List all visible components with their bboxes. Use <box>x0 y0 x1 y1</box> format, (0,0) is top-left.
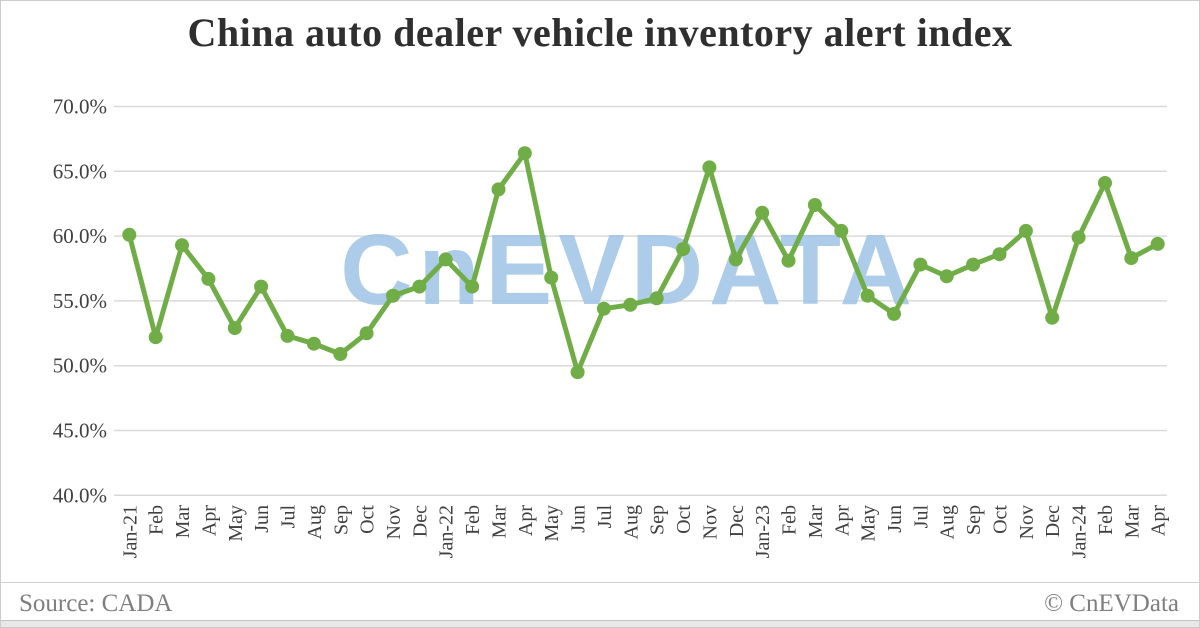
data-point <box>1071 230 1086 245</box>
data-point <box>359 326 374 341</box>
series-line <box>126 150 1161 375</box>
data-point <box>1098 176 1112 190</box>
y-tick-label: 65.0% <box>53 159 107 183</box>
data-point <box>227 321 242 336</box>
x-tick-label: Feb <box>462 505 484 535</box>
y-tick-label: 45.0% <box>53 419 107 443</box>
y-tick-label: 40.0% <box>53 483 107 507</box>
data-point <box>201 271 216 286</box>
data-point <box>122 227 137 242</box>
x-tick-label: Sep <box>963 505 985 535</box>
x-tick-label: Jul <box>910 505 932 529</box>
x-tick-label: Jan-24 <box>1069 505 1091 558</box>
data-point <box>412 279 427 294</box>
data-point <box>386 288 400 303</box>
y-tick-label: 50.0% <box>53 354 107 378</box>
data-point <box>807 198 822 212</box>
data-point <box>1124 251 1139 266</box>
data-point <box>702 160 717 175</box>
data-point <box>306 336 321 351</box>
data-point <box>623 297 638 312</box>
x-tick-label: Jul <box>278 505 300 529</box>
footer-divider <box>1 582 1199 583</box>
data-point <box>438 252 453 267</box>
source-label: Source: CADA <box>19 590 173 617</box>
x-tick-label: Mar <box>1121 505 1143 539</box>
x-tick-label: Oct <box>357 505 379 534</box>
data-point <box>1018 223 1033 238</box>
x-tick-label: Apr <box>831 505 853 536</box>
data-point <box>570 365 585 380</box>
data-point <box>887 306 901 321</box>
x-tick-label: Feb <box>779 505 801 535</box>
x-tick-label: Oct <box>673 505 695 534</box>
x-tick-label: Feb <box>146 505 168 535</box>
x-tick-label: Feb <box>1095 505 1117 535</box>
data-point <box>465 279 480 294</box>
data-point <box>280 328 295 343</box>
x-tick-label: Mar <box>172 505 194 539</box>
x-tick-label: Oct <box>990 505 1012 534</box>
data-point <box>860 288 875 303</box>
data-point <box>175 238 189 253</box>
x-tick-label: Jan-23 <box>752 505 774 558</box>
data-point <box>1150 236 1165 251</box>
bottom-bar <box>1 620 1199 627</box>
x-tick-label: Apr <box>515 505 537 536</box>
data-point <box>992 247 1007 262</box>
x-tick-label: Nov <box>383 505 405 539</box>
x-tick-label: Sep <box>647 505 669 535</box>
data-point <box>333 347 348 361</box>
copyright-label: © CnEVData <box>1044 590 1179 617</box>
x-tick-label: Apr <box>1148 505 1170 536</box>
data-point <box>676 242 691 257</box>
data-point <box>544 270 559 285</box>
data-point <box>491 182 506 197</box>
y-tick-label: 60.0% <box>53 224 107 248</box>
data-point <box>649 291 664 306</box>
data-point <box>966 257 981 272</box>
x-tick-label: Jul <box>594 505 616 529</box>
x-tick-label: Aug <box>620 505 642 539</box>
x-tick-label: May <box>541 505 563 542</box>
data-point <box>254 279 269 294</box>
x-tick-label: Jan-21 <box>119 505 141 558</box>
x-tick-label: Nov <box>699 505 721 539</box>
x-tick-label: May <box>858 505 880 542</box>
x-tick-label: May <box>225 505 247 542</box>
x-tick-label: Aug <box>304 505 326 539</box>
data-point <box>781 253 796 268</box>
x-tick-label: Jun <box>251 505 273 533</box>
data-point <box>939 269 954 284</box>
x-tick-label: Jun <box>568 505 590 533</box>
x-tick-label: Apr <box>198 505 220 536</box>
x-tick-label: Jun <box>884 505 906 533</box>
data-point <box>148 330 163 345</box>
x-tick-label: Mar <box>805 505 827 539</box>
chart-title: China auto dealer vehicle inventory aler… <box>187 10 1013 55</box>
x-tick-label: Dec <box>726 505 748 537</box>
x-tick-label: Jan-22 <box>436 505 458 558</box>
x-tick-label: Aug <box>937 505 959 539</box>
data-point <box>913 257 928 272</box>
x-tick-label: Nov <box>1016 505 1038 539</box>
y-tick-label: 70.0% <box>53 95 107 119</box>
x-tick-label: Dec <box>1042 505 1064 537</box>
data-point <box>755 205 770 220</box>
data-point <box>517 146 532 161</box>
data-point <box>834 223 849 238</box>
x-tick-label: Sep <box>330 505 352 535</box>
data-point <box>728 252 743 267</box>
data-point <box>596 301 611 316</box>
y-tick-label: 55.0% <box>53 289 107 313</box>
x-tick-label: Mar <box>489 505 511 539</box>
data-point <box>1045 310 1060 325</box>
x-tick-label: Dec <box>409 505 431 537</box>
